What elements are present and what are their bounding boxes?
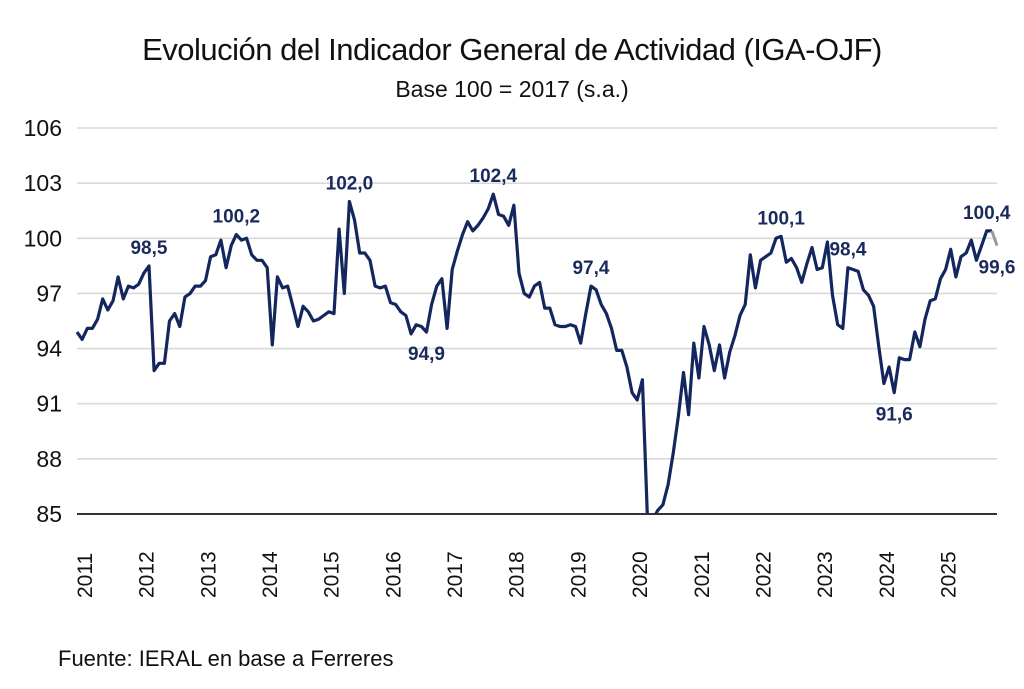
gridlines (77, 127, 997, 515)
y-tick-label: 106 (24, 115, 62, 141)
y-tick-label: 91 (36, 391, 62, 417)
data-labels: 98,5 100,2 102,0 94,9 102,4 97,4 100,1 98,4 91,6… (130, 166, 1015, 426)
data-label: 99,6 (979, 258, 1016, 279)
x-tick-label: 2020 (629, 551, 652, 598)
y-tick-label: 100 (24, 225, 62, 251)
data-label: 98,4 (829, 240, 866, 261)
x-tick-label: 2014 (259, 551, 282, 598)
y-tick-label: 88 (36, 446, 62, 472)
y-tick-label: 103 (24, 170, 62, 196)
x-tick-label: 2012 (136, 551, 159, 598)
x-tick-label: 2022 (752, 551, 775, 598)
chart-subtitle: Base 100 = 2017 (s.a.) (395, 76, 629, 102)
data-label: 100,4 (963, 203, 1011, 224)
chart-title: Evolución del Indicador General de Activ… (142, 32, 882, 67)
y-tick-label: 85 (36, 501, 62, 527)
x-tick-label: 2013 (197, 551, 220, 598)
x-tick-label: 2019 (567, 551, 590, 598)
data-label: 100,2 (213, 207, 261, 228)
x-tick-label: 2023 (814, 551, 837, 598)
data-label: 91,6 (876, 405, 913, 426)
x-tick-label: 2018 (506, 551, 529, 598)
x-tick-label: 2015 (321, 551, 344, 598)
data-label: 100,1 (757, 208, 805, 229)
source-note: Fuente: IERAL en base a Ferreres (58, 646, 394, 671)
data-label: 97,4 (572, 258, 609, 279)
data-label: 102,4 (470, 166, 518, 187)
x-tick-label: 2016 (382, 551, 405, 598)
series-lines (75, 192, 999, 514)
x-tick-label: 2025 (937, 551, 960, 598)
y-tick-label: 97 (36, 280, 62, 306)
series-line-iga (75, 192, 992, 514)
data-label: 102,0 (326, 174, 374, 195)
y-tick-label: 94 (36, 336, 62, 362)
data-label: 98,5 (130, 238, 167, 259)
x-tick-label: 2024 (876, 551, 899, 598)
x-tick-label: 2021 (691, 551, 714, 598)
data-label: 94,9 (408, 344, 445, 365)
x-tick-label: 2011 (74, 553, 97, 598)
x-axis-ticks: 2011 2012 2013 2014 2015 2016 2017 2018 2019 2020… (74, 551, 960, 598)
series-last-segment (990, 230, 999, 247)
y-axis-ticks: 106 103 100 97 94 91 88 85 (24, 115, 63, 527)
x-tick-label: 2017 (444, 551, 467, 598)
